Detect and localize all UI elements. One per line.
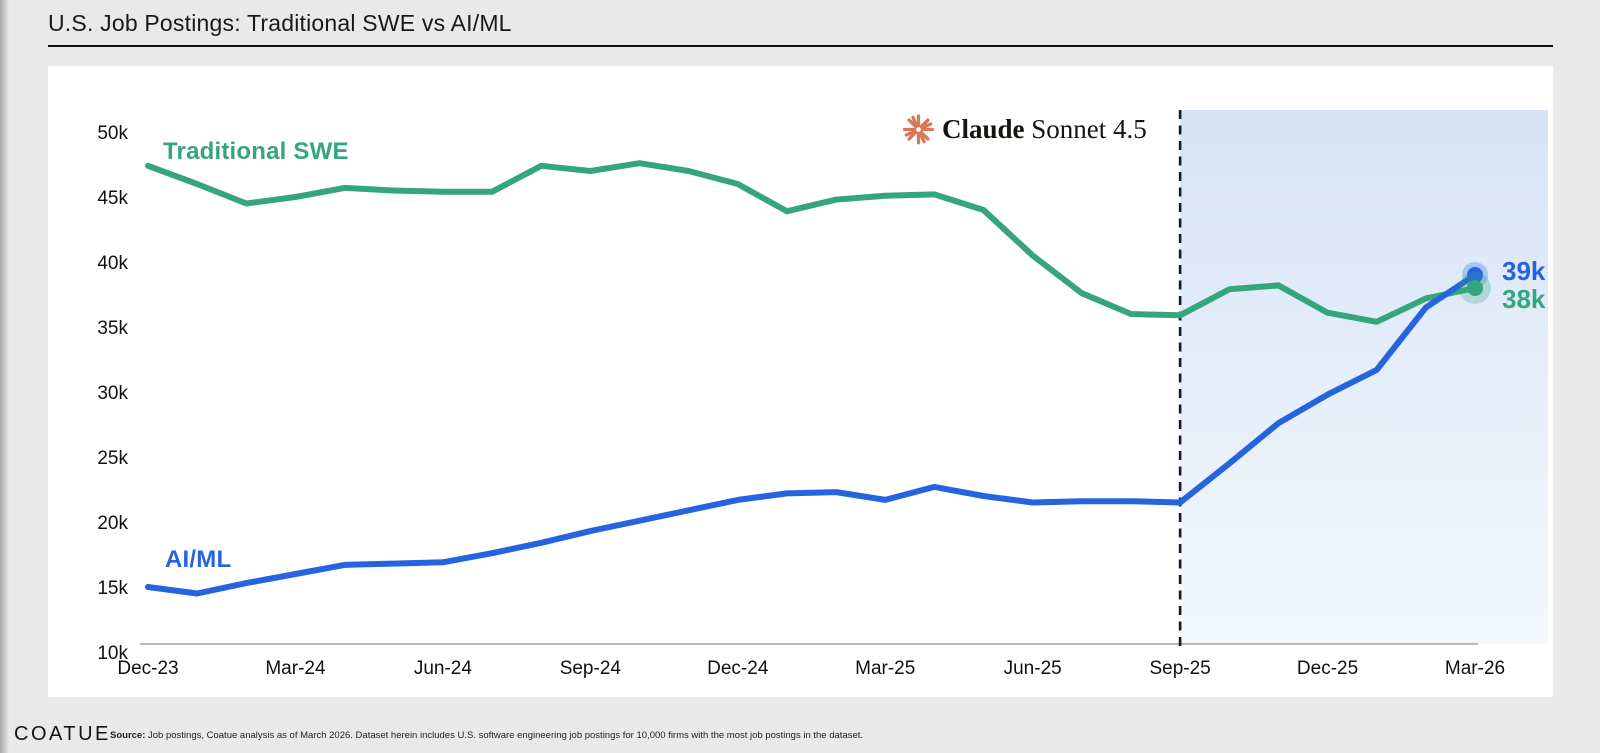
aiml-label: AI/ML xyxy=(165,546,232,573)
source-note: Source: Job postings, Coatue analysis as… xyxy=(110,730,863,741)
claude-model-text: Sonnet 4.5 xyxy=(1031,114,1147,144)
traditional-swe-label: Traditional SWE xyxy=(163,138,349,165)
left-edge-shadow xyxy=(0,0,9,753)
aiml-end-value-label: 39k xyxy=(1502,256,1546,286)
starburst-rays xyxy=(903,114,934,145)
source-text: Job postings, Coatue analysis as of Marc… xyxy=(145,730,864,741)
title-divider xyxy=(48,45,1553,47)
source-label: Source: xyxy=(110,730,146,741)
anthropic-starburst-icon xyxy=(903,114,934,145)
page-title: U.S. Job Postings: Traditional SWE vs AI… xyxy=(48,10,512,36)
coatue-logo: COATUE xyxy=(14,723,111,745)
claude-sonnet-annotation: Claude Sonnet 4.5 xyxy=(903,114,1147,145)
swe-end-value-label: 38k xyxy=(1502,284,1546,314)
claude-sonnet-label: Claude Sonnet 4.5 xyxy=(942,114,1147,145)
claude-brand-text: Claude xyxy=(942,114,1025,144)
